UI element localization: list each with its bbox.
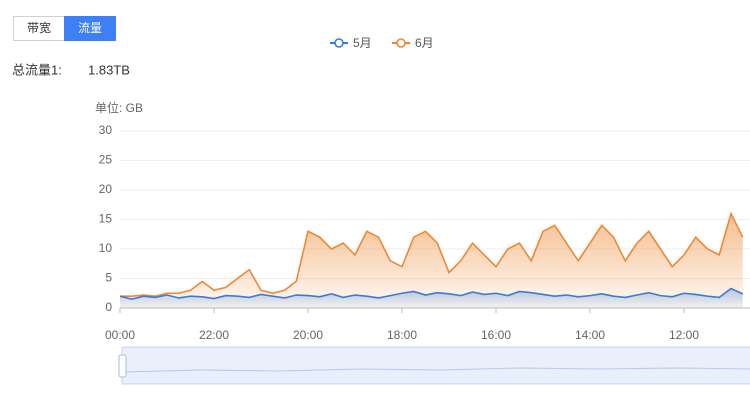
legend-item[interactable]: 6月 <box>392 36 434 50</box>
series-area <box>120 288 743 308</box>
y-tick-label: 5 <box>105 271 112 285</box>
legend: 5月 6月 <box>330 36 434 50</box>
series-line <box>119 287 744 300</box>
total-label: 总流量1: <box>12 62 62 77</box>
tab-traffic[interactable]: 流量 <box>64 16 116 41</box>
y-unit-label: 单位: GB <box>95 100 143 115</box>
series-line <box>120 211 744 298</box>
series-area <box>120 213 743 308</box>
x-tick-label: 20:00 <box>293 328 323 342</box>
y-tick-label: 25 <box>99 153 113 167</box>
legend-marker <box>396 38 406 48</box>
tab-label: 流量 <box>78 21 102 35</box>
slider-handle[interactable] <box>118 354 127 378</box>
x-tick-label: 18:00 <box>387 328 417 342</box>
legend-label: 5月 <box>353 36 372 50</box>
tab-box <box>64 16 116 41</box>
tab-box <box>13 16 65 41</box>
slider-track <box>121 346 750 385</box>
x-tick-label: 14:00 <box>575 328 605 342</box>
legend-label: 6月 <box>415 36 434 50</box>
y-tick-label: 30 <box>99 123 113 137</box>
x-tick-label: 22:00 <box>199 328 229 342</box>
y-tick-label: 15 <box>99 212 113 226</box>
data-zoom-slider[interactable] <box>118 346 750 385</box>
y-tick-label: 10 <box>99 241 113 255</box>
tab-label: 带宽 <box>27 20 51 35</box>
x-tick-label: 12:00 <box>669 328 699 342</box>
x-tick-label: 16:00 <box>481 328 511 342</box>
x-tick-label: 00:00 <box>105 328 135 342</box>
y-tick-label: 0 <box>105 300 112 314</box>
tab-bandwidth[interactable]: 带宽 <box>13 16 65 41</box>
total-value: 1.83TB <box>88 62 130 77</box>
legend-item[interactable]: 5月 <box>330 36 372 50</box>
y-tick-label: 20 <box>99 182 113 196</box>
legend-marker <box>334 38 344 48</box>
slider-preview <box>123 367 750 373</box>
plot: 0 5 10 15 20 25 30 00:00 22:00 20:00 18:00 16:00 14:… <box>99 123 750 342</box>
